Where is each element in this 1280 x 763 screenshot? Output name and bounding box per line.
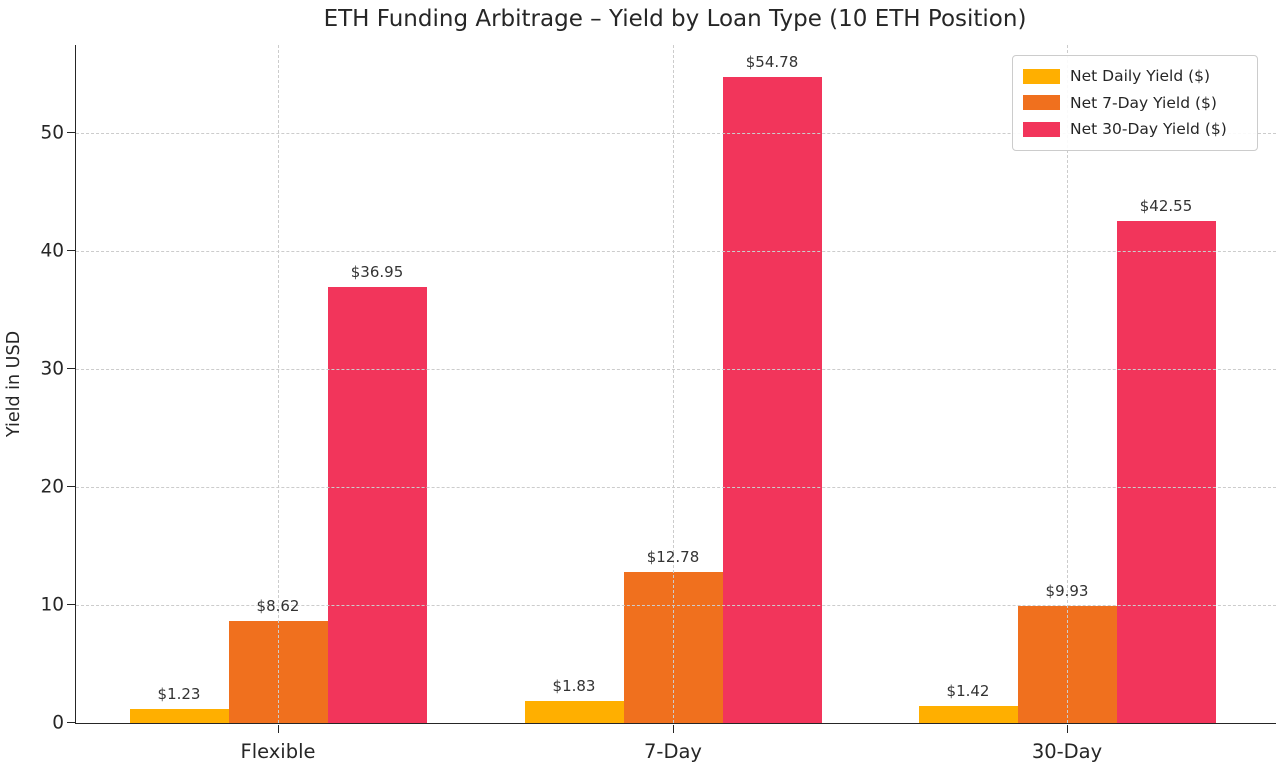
bar-net-daily-yield- bbox=[918, 706, 1018, 723]
bar-value-label: $8.62 bbox=[256, 597, 300, 616]
bar-value-label: $54.78 bbox=[745, 53, 799, 72]
bar-value-label: $36.95 bbox=[350, 263, 404, 282]
horizontal-gridline bbox=[76, 369, 1276, 371]
y-tick-mark bbox=[67, 368, 75, 370]
y-tick-label: 30 bbox=[40, 358, 64, 380]
vertical-gridline bbox=[1067, 45, 1068, 723]
legend: Net Daily Yield ($) Net 7-Day Yield ($) Ne… bbox=[1012, 55, 1258, 151]
y-tick-label: 0 bbox=[52, 712, 64, 734]
bar-net-30-day-yield- bbox=[722, 77, 822, 723]
bar-value-label: $1.83 bbox=[552, 677, 596, 696]
horizontal-gridline bbox=[76, 251, 1276, 253]
horizontal-gridline bbox=[76, 133, 1276, 135]
x-tick-mark bbox=[673, 725, 674, 733]
x-tick-label: 7-Day bbox=[644, 740, 702, 763]
legend-label: Net 30-Day Yield ($) bbox=[1070, 120, 1227, 139]
bar-net-daily-yield- bbox=[524, 701, 624, 723]
y-tick-mark bbox=[67, 250, 75, 252]
legend-swatch bbox=[1023, 68, 1060, 84]
y-tick-label: 40 bbox=[40, 240, 64, 262]
y-tick-label: 20 bbox=[40, 476, 64, 498]
plot-area: 0 10 20 30 40 50 Flexible $1.23 $8.62 $36.95 7-Day… bbox=[40, 45, 1276, 763]
bar-net-daily-yield- bbox=[129, 708, 229, 723]
bar-value-label: $1.42 bbox=[946, 682, 990, 701]
bar-value-label: $9.93 bbox=[1045, 581, 1089, 600]
y-tick-mark bbox=[67, 132, 75, 134]
bar-value-label: $1.23 bbox=[157, 684, 201, 703]
bar-value-label: $42.55 bbox=[1139, 197, 1193, 216]
legend-item: Net 7-Day Yield ($) bbox=[1023, 90, 1247, 117]
legend-label: Net Daily Yield ($) bbox=[1070, 67, 1211, 86]
x-tick-mark bbox=[1067, 725, 1068, 733]
bar-value-label: $12.78 bbox=[646, 548, 700, 567]
legend-item: Net 30-Day Yield ($) bbox=[1023, 116, 1247, 143]
legend-swatch bbox=[1023, 121, 1060, 137]
x-tick-mark bbox=[278, 725, 279, 733]
horizontal-gridline bbox=[76, 605, 1276, 607]
vertical-gridline bbox=[278, 45, 279, 723]
bar-net-30-day-yield- bbox=[327, 287, 427, 723]
y-tick-label: 10 bbox=[40, 594, 64, 616]
legend-label: Net 7-Day Yield ($) bbox=[1070, 93, 1217, 112]
x-tick-label: Flexible bbox=[240, 740, 316, 763]
y-tick-mark bbox=[67, 722, 75, 723]
horizontal-gridline bbox=[76, 487, 1276, 489]
y-tick-label: 50 bbox=[40, 122, 64, 144]
x-tick-label: 30-Day bbox=[1031, 740, 1103, 763]
y-tick-mark bbox=[67, 604, 75, 606]
legend-swatch bbox=[1023, 95, 1060, 111]
legend-item: Net Daily Yield ($) bbox=[1023, 63, 1247, 90]
bar-net-30-day-yield- bbox=[1116, 221, 1216, 723]
y-tick-mark bbox=[67, 486, 75, 488]
y-axis-title: Yield in USD bbox=[4, 330, 24, 438]
chart-title: ETH Funding Arbitrage – Yield by Loan Ty… bbox=[323, 6, 1027, 32]
vertical-gridline bbox=[673, 45, 674, 723]
